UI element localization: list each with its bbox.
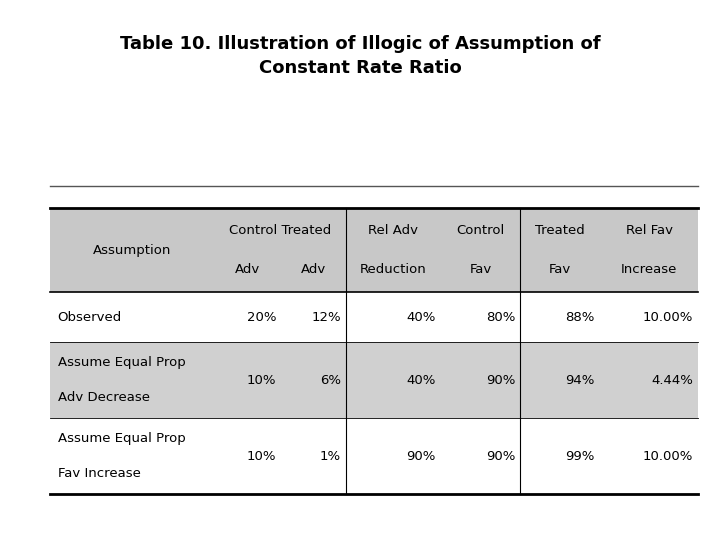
Text: 10.00%: 10.00% bbox=[643, 311, 693, 324]
Text: 10.00%: 10.00% bbox=[643, 450, 693, 463]
Text: Adv Decrease: Adv Decrease bbox=[58, 391, 150, 404]
Text: 94%: 94% bbox=[565, 374, 595, 387]
Text: Assume Equal Prop: Assume Equal Prop bbox=[58, 356, 185, 369]
Text: Assumption: Assumption bbox=[93, 244, 171, 256]
Text: Rel Fav: Rel Fav bbox=[626, 224, 672, 237]
Text: 40%: 40% bbox=[406, 374, 436, 387]
Text: 12%: 12% bbox=[311, 311, 341, 324]
Text: 10%: 10% bbox=[247, 374, 276, 387]
Text: 90%: 90% bbox=[406, 450, 436, 463]
Text: 20%: 20% bbox=[247, 311, 276, 324]
Text: Table 10. Illustration of Illogic of Assumption of
Constant Rate Ratio: Table 10. Illustration of Illogic of Ass… bbox=[120, 35, 600, 77]
Text: Assume Equal Prop: Assume Equal Prop bbox=[58, 432, 185, 445]
Text: Adv: Adv bbox=[301, 263, 326, 276]
Text: Fav: Fav bbox=[549, 263, 571, 276]
Text: 99%: 99% bbox=[565, 450, 595, 463]
Text: Rel Adv: Rel Adv bbox=[369, 224, 418, 237]
Text: Fav Increase: Fav Increase bbox=[58, 467, 140, 480]
Text: 6%: 6% bbox=[320, 374, 341, 387]
Text: 4.44%: 4.44% bbox=[652, 374, 693, 387]
Text: 40%: 40% bbox=[406, 311, 436, 324]
Text: Treated: Treated bbox=[535, 224, 585, 237]
Text: Adv: Adv bbox=[235, 263, 260, 276]
Text: Observed: Observed bbox=[58, 311, 122, 324]
Text: 88%: 88% bbox=[565, 311, 595, 324]
Text: Control Treated: Control Treated bbox=[228, 224, 330, 237]
Text: 10%: 10% bbox=[247, 450, 276, 463]
Text: Reduction: Reduction bbox=[360, 263, 427, 276]
Text: 80%: 80% bbox=[486, 311, 516, 324]
Text: 1%: 1% bbox=[320, 450, 341, 463]
Text: Fav: Fav bbox=[469, 263, 492, 276]
Text: 90%: 90% bbox=[486, 450, 516, 463]
Text: Increase: Increase bbox=[621, 263, 678, 276]
Text: Control: Control bbox=[456, 224, 505, 237]
Text: 90%: 90% bbox=[486, 374, 516, 387]
